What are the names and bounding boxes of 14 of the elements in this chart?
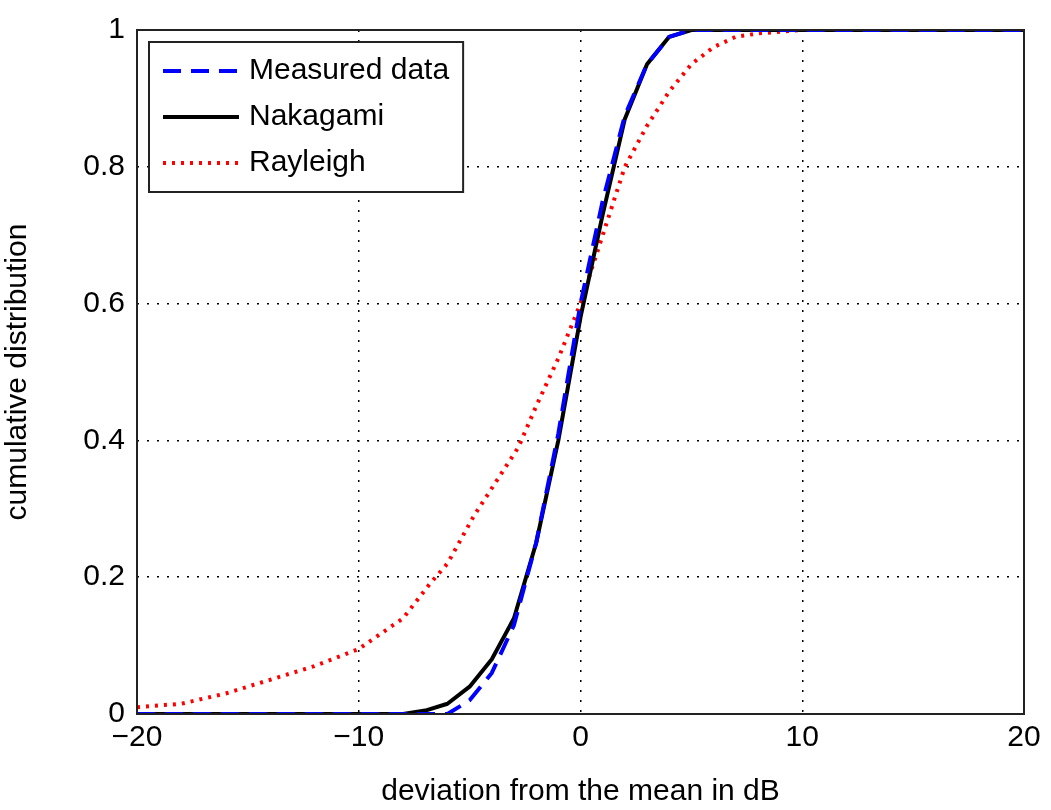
x-axis-title: deviation from the mean in dB — [381, 773, 780, 807]
y-tick-label: 0.2 — [83, 558, 125, 592]
x-tick-label: 10 — [785, 719, 819, 753]
y-tick-label: 0.8 — [83, 148, 125, 182]
legend-label: Measured data — [249, 52, 450, 86]
x-tick-label: 0 — [572, 719, 589, 753]
y-axis-title: cumulative distribution — [0, 223, 33, 521]
y-tick-label: 1 — [108, 11, 125, 45]
legend-label: Nakagami — [249, 98, 385, 132]
y-tick-label: 0.4 — [83, 421, 125, 455]
y-tick-label: 0.6 — [83, 284, 125, 318]
legend-label: Rayleigh — [249, 144, 366, 178]
x-tick-label: 20 — [1007, 719, 1041, 753]
x-tick-label: −10 — [333, 719, 385, 753]
